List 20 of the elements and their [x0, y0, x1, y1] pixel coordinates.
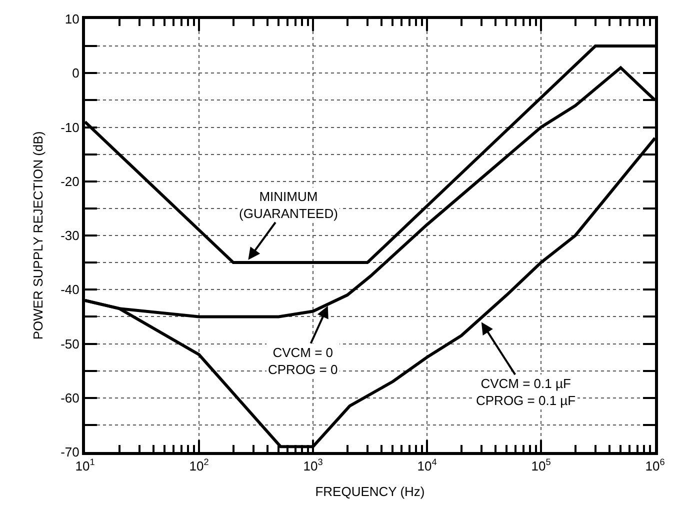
- y-tick-label: -40: [60, 282, 80, 298]
- x-tick-label: 10$^{4}$: [417, 457, 437, 474]
- x-tick-label: 10$^{2}$: [189, 457, 209, 474]
- y-tick-label: 10: [64, 12, 80, 27]
- x-tick-label: 10$^{6}$: [645, 457, 665, 474]
- y-tick-label: -30: [60, 228, 80, 244]
- y-tick-label: -10: [60, 120, 80, 135]
- y-tick-label: 0: [72, 66, 80, 81]
- y-tick-label: -70: [60, 444, 80, 460]
- x-tick-label: 10$^{5}$: [531, 457, 551, 474]
- y-tick-label: -50: [60, 336, 80, 352]
- annotation: CVCM = 0.1 µF CPROG = 0.1 µF: [476, 376, 576, 408]
- y-tick-label: -20: [60, 174, 80, 189]
- annotation: CVCM = 0 CPROG = 0: [268, 345, 338, 377]
- y-axis-title: POWER SUPPLY REJECTION (dB): [30, 131, 46, 340]
- annotation: MINIMUM (GUARANTEED): [239, 189, 338, 221]
- x-tick-label: 10$^{3}$: [303, 457, 323, 474]
- x-axis-title: FREQUENCY (Hz): [315, 484, 425, 500]
- y-tick-label: -60: [60, 390, 80, 406]
- x-tick-label: 10$^{1}$: [75, 457, 95, 474]
